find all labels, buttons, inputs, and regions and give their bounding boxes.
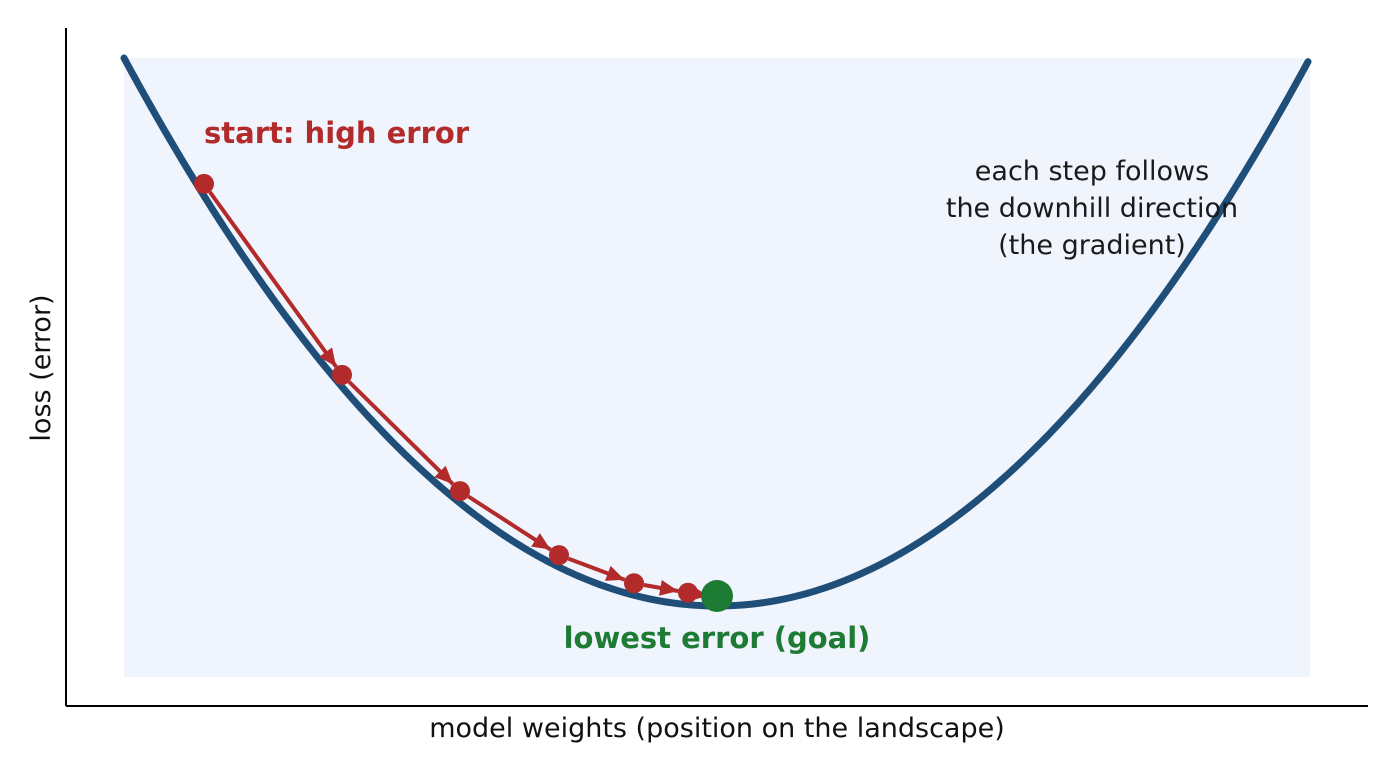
annotation-line-2: the downhill direction xyxy=(946,193,1238,224)
annotation-line-1: each step follows xyxy=(975,156,1209,187)
goal-point xyxy=(701,580,733,612)
step-point xyxy=(678,582,698,603)
step-point xyxy=(450,481,470,502)
annotation-line-3: (the gradient) xyxy=(998,230,1186,261)
gradient-annotation: each step follows the downhill direction… xyxy=(946,156,1238,261)
step-arrow-head xyxy=(434,465,453,485)
step-point xyxy=(549,545,569,566)
step-arrow-head xyxy=(531,533,551,550)
step-point xyxy=(332,364,352,385)
x-axis-label: model weights (position on the landscape… xyxy=(429,713,1005,744)
goal-label: lowest error (goal) xyxy=(564,621,871,655)
step-arrow-head xyxy=(604,565,625,581)
y-axis-label: loss (error) xyxy=(26,294,57,441)
start-point xyxy=(194,173,214,194)
step-arrow-line xyxy=(208,190,338,368)
start-label: start: high error xyxy=(204,116,470,150)
step-arrow-head xyxy=(319,347,337,367)
step-arrow-head xyxy=(659,579,679,596)
step-point xyxy=(624,573,644,594)
step-arrow-line xyxy=(347,380,455,486)
